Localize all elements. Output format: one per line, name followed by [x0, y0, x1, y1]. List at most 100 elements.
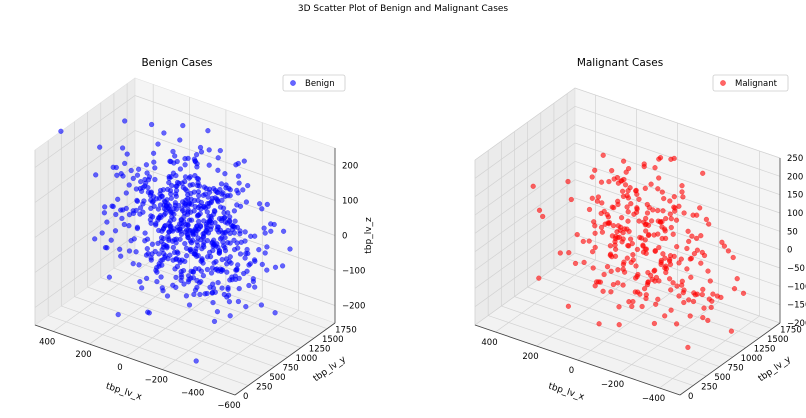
data-point [228, 222, 234, 228]
data-point [162, 255, 168, 261]
data-point [212, 220, 218, 226]
y-tick-label: 500 [714, 373, 730, 383]
data-point [227, 240, 233, 246]
data-point [622, 182, 629, 188]
data-point [686, 297, 692, 303]
data-point [634, 205, 640, 211]
data-point [197, 144, 204, 151]
data-point [672, 208, 678, 214]
data-point [268, 228, 274, 234]
data-point [226, 292, 232, 298]
data-point [680, 194, 686, 200]
data-point [610, 282, 616, 288]
data-point [156, 227, 162, 234]
data-point [623, 169, 629, 175]
legend-marker [720, 80, 726, 86]
data-point [152, 176, 158, 183]
data-point [626, 166, 632, 172]
data-point [170, 244, 176, 250]
legend-label: Benign [305, 79, 335, 89]
x-axis-line [474, 324, 681, 396]
data-point [243, 251, 249, 257]
data-point [221, 210, 227, 216]
data-point [256, 247, 262, 253]
data-point [188, 196, 194, 202]
x-axis-label: tbp_lv_x [104, 382, 143, 403]
data-point [209, 198, 215, 204]
data-point [590, 265, 596, 271]
data-point [143, 162, 149, 168]
data-point [536, 207, 543, 213]
data-point [194, 152, 200, 158]
data-point [235, 298, 241, 305]
y-gridline [60, 131, 262, 377]
data-point [596, 321, 602, 327]
data-point [244, 268, 250, 274]
data-point [134, 172, 141, 178]
data-point [137, 205, 144, 211]
data-point [705, 317, 711, 323]
data-point [608, 268, 614, 274]
malignant-3d-axes: −400−20002004000250500750100012501500175… [474, 57, 806, 404]
data-point [194, 213, 201, 219]
data-point [667, 198, 673, 204]
data-point [701, 305, 707, 311]
data-point [694, 247, 700, 253]
data-point [691, 251, 697, 257]
data-point [642, 286, 648, 292]
data-point [586, 206, 593, 213]
y-axis-label: tbp_lv_y [312, 354, 349, 384]
data-point [172, 153, 178, 159]
z-tick-label: 100 [342, 197, 358, 207]
data-point [187, 238, 193, 244]
data-point [589, 174, 595, 180]
data-point [201, 218, 207, 224]
x-tick-label: −400 [642, 394, 665, 404]
data-point [268, 221, 274, 227]
data-point [707, 278, 713, 284]
data-point [674, 244, 680, 250]
y-tick-label: 1000 [296, 354, 318, 364]
data-point [628, 236, 634, 242]
data-point [152, 165, 158, 171]
data-point [235, 160, 241, 167]
data-point [197, 223, 203, 229]
data-point [146, 310, 152, 316]
y-axis-line [234, 322, 336, 396]
data-point [195, 235, 201, 241]
data-point [236, 286, 242, 292]
data-point [629, 303, 635, 309]
data-point [633, 275, 639, 281]
data-point [171, 160, 177, 166]
data-point [663, 235, 669, 241]
data-point [259, 206, 265, 212]
data-point [671, 155, 677, 161]
z-gridline [474, 105, 781, 179]
data-point [215, 280, 221, 286]
data-point [155, 206, 161, 212]
data-point [264, 267, 270, 273]
y-tick-label: 750 [727, 364, 743, 374]
data-point [126, 248, 133, 254]
data-point [112, 228, 119, 234]
data-point [656, 245, 662, 251]
data-point [687, 313, 693, 319]
data-point [123, 205, 129, 211]
data-point [234, 266, 240, 272]
data-point [243, 304, 249, 310]
data-point [196, 218, 202, 225]
data-point [620, 282, 626, 288]
data-point [117, 246, 123, 252]
data-point [191, 291, 197, 297]
data-point [630, 252, 636, 258]
data-point [257, 201, 263, 207]
data-point [681, 299, 687, 306]
data-point [206, 162, 212, 168]
data-point [147, 217, 153, 223]
data-point [171, 226, 177, 232]
data-point [156, 251, 162, 257]
data-point [615, 201, 621, 208]
z-tick-label: 0 [342, 232, 347, 242]
data-point [174, 188, 180, 194]
